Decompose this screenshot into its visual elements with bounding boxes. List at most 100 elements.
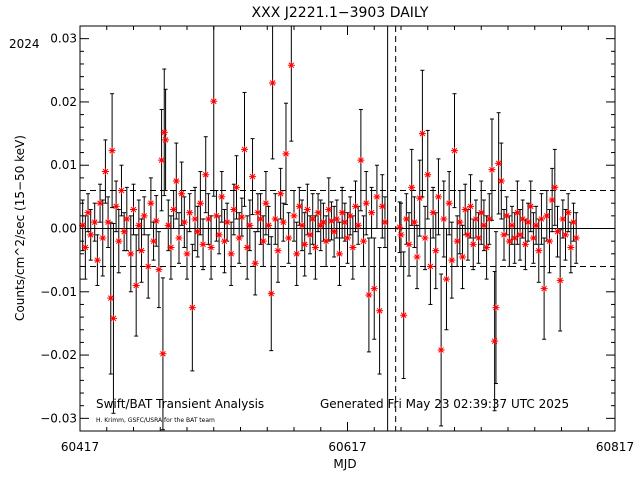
data-point-marker: [467, 202, 475, 210]
data-point-marker: [251, 259, 259, 267]
data-point-marker: [537, 215, 545, 223]
data-point-marker: [461, 206, 469, 214]
data-point-marker: [448, 256, 456, 264]
x-tick-label: 60617: [328, 440, 366, 454]
data-point-marker: [572, 234, 580, 242]
data-point-marker: [249, 173, 257, 181]
year-label: 2024: [9, 37, 40, 51]
data-point-marker: [306, 231, 314, 239]
data-point-marker: [267, 290, 275, 298]
data-point-marker: [432, 247, 440, 255]
data-point-marker: [194, 228, 202, 236]
data-point-marker: [262, 199, 270, 207]
data-point-marker: [303, 206, 311, 214]
data-point-marker: [540, 285, 548, 293]
data-point-marker: [287, 61, 295, 69]
data-point-marker: [87, 231, 95, 239]
data-point-marker: [227, 250, 235, 258]
data-point-marker: [271, 215, 279, 223]
data-point-marker: [445, 199, 453, 207]
data-point-marker: [456, 218, 464, 226]
data-point-marker: [127, 250, 135, 258]
data-point-marker: [309, 215, 317, 223]
data-point-marker: [120, 228, 128, 236]
data-point-marker: [516, 231, 524, 239]
data-point-marker: [365, 291, 373, 299]
data-point-marker: [408, 183, 416, 191]
data-point-marker: [505, 237, 513, 245]
data-point-marker: [495, 159, 503, 167]
data-point-marker: [464, 231, 472, 239]
data-point-marker: [491, 337, 499, 345]
data-point-marker: [186, 209, 194, 217]
data-point-marker: [81, 243, 89, 251]
data-point-marker: [426, 262, 434, 270]
data-point-marker: [440, 215, 448, 223]
data-point-marker: [472, 215, 480, 223]
data-point-marker: [421, 234, 429, 242]
data-point-marker: [354, 221, 362, 229]
data-point-marker: [424, 171, 432, 179]
y-tick-label: −0.02: [40, 348, 77, 362]
data-point-marker: [314, 209, 322, 217]
data-point-marker: [352, 202, 360, 210]
y-axis-label: Counts/cm^2/sec (15−50 keV): [13, 135, 27, 321]
data-point-marker: [376, 307, 384, 315]
data-point-marker: [322, 237, 330, 245]
data-point-marker: [475, 234, 483, 242]
data-point-marker: [230, 206, 238, 214]
data-point-marker: [191, 215, 199, 223]
data-point-marker: [562, 231, 570, 239]
data-point-marker: [418, 130, 426, 138]
data-point-marker: [115, 237, 123, 245]
data-point-marker: [207, 243, 215, 251]
data-point-marker: [513, 209, 521, 217]
data-point-marker: [503, 212, 511, 220]
data-point-marker: [238, 213, 246, 221]
data-point-marker: [397, 231, 405, 239]
data-point-marker: [196, 199, 204, 207]
data-point-marker: [172, 177, 180, 185]
data-point-marker: [442, 275, 450, 283]
data-point-marker: [344, 234, 351, 242]
y-tick-label: 0.03: [50, 32, 77, 46]
data-point-marker: [167, 243, 175, 251]
data-point-marker: [138, 247, 146, 255]
data-point-marker: [402, 215, 410, 223]
footer-credit: H. Krimm, GSFC/USRA for the BAT team: [96, 417, 215, 424]
data-point-marker: [188, 304, 196, 312]
data-point-marker: [483, 243, 491, 251]
data-point-marker: [497, 177, 505, 185]
data-point-marker: [109, 314, 117, 322]
data-point-marker: [164, 221, 172, 229]
data-point-marker: [215, 231, 223, 239]
data-point-marker: [548, 196, 556, 204]
data-point-marker: [223, 218, 231, 226]
data-point-marker: [160, 128, 168, 136]
data-point-marker: [492, 304, 500, 312]
data-point-marker: [132, 281, 140, 289]
data-point-marker: [159, 350, 167, 358]
data-point-marker: [485, 215, 493, 223]
data-point-marker: [543, 212, 551, 220]
data-point-marker: [333, 215, 341, 223]
data-point-marker: [152, 217, 160, 225]
data-point-marker: [362, 199, 370, 207]
data-point-marker: [564, 209, 572, 217]
data-point-marker: [567, 243, 575, 251]
data-point-marker: [529, 234, 537, 242]
data-point-marker: [357, 156, 365, 164]
data-point-marker: [500, 231, 508, 239]
data-point-marker: [183, 250, 191, 258]
data-point-marker: [532, 221, 540, 229]
data-point-marker: [147, 199, 155, 207]
data-point-marker: [91, 218, 99, 226]
data-point-marker: [117, 187, 125, 195]
data-point-marker: [551, 183, 559, 191]
data-point-marker: [277, 190, 285, 198]
data-point-marker: [79, 221, 87, 229]
data-point-marker: [204, 215, 212, 223]
data-point-marker: [298, 221, 306, 229]
data-point-marker: [488, 166, 496, 174]
